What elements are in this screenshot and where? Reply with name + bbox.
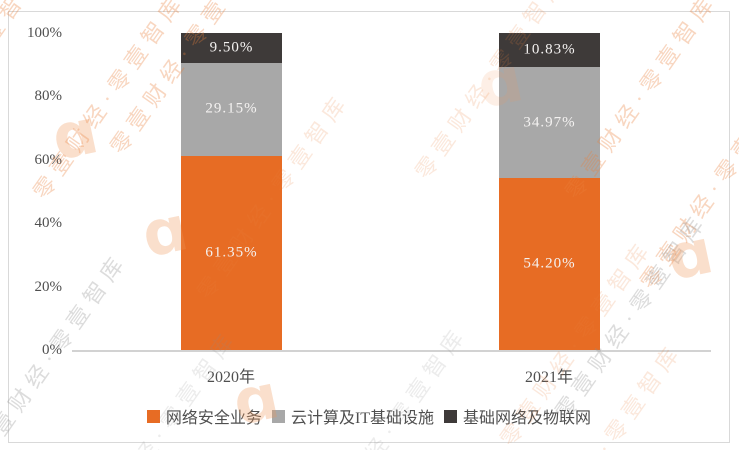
legend-label-basic-network-iot: 基础网络及物联网 bbox=[463, 410, 592, 427]
legend-swatch-network-security bbox=[146, 409, 160, 423]
legend-item-network-security: 网络安全业务 bbox=[146, 404, 262, 428]
y-axis-tick-label-0: 0% bbox=[42, 342, 62, 358]
bar-segment-cloud-it-infra-2021: 34.97% bbox=[499, 67, 600, 179]
segment-value-label: 54.20% bbox=[523, 255, 576, 272]
bar-segment-cloud-it-infra-2020: 29.15% bbox=[181, 63, 282, 156]
segment-value-label: 34.97% bbox=[523, 114, 576, 131]
y-axis-tick-label-40: 40% bbox=[34, 215, 63, 232]
bar-segment-basic-network-iot-2021: 10.83% bbox=[499, 33, 600, 68]
bar-segment-network-security-2021: 54.20% bbox=[499, 178, 600, 350]
legend-label-network-security: 网络安全业务 bbox=[165, 410, 262, 427]
chart-frame bbox=[8, 11, 730, 443]
legend-swatch-basic-network-iot bbox=[444, 409, 458, 423]
y-axis-tick-label-80: 80% bbox=[34, 88, 63, 105]
bar-segment-network-security-2020: 61.35% bbox=[181, 155, 282, 350]
bar-segment-basic-network-iot-2020: 9.50% bbox=[181, 33, 282, 64]
y-axis-tick-label-60: 60% bbox=[34, 151, 63, 168]
legend-swatch-cloud-it-infra bbox=[271, 409, 285, 423]
chart-legend: 网络安全业务 云计算及IT基础设施 基础网络及物联网 bbox=[8, 404, 730, 428]
y-axis-tick-label-100: 100% bbox=[27, 25, 62, 41]
y-axis-tick-label-20: 20% bbox=[34, 278, 63, 295]
segment-value-label: 29.15% bbox=[205, 100, 258, 117]
x-axis-label-2021: 2021年 bbox=[524, 369, 574, 386]
x-axis-label-2020: 2020年 bbox=[206, 369, 256, 386]
legend-item-cloud-it-infra: 云计算及IT基础设施 bbox=[271, 404, 435, 428]
x-axis-line bbox=[72, 350, 711, 352]
legend-label-cloud-it-infra: 云计算及IT基础设施 bbox=[290, 410, 435, 427]
segment-value-label: 9.50% bbox=[209, 39, 254, 56]
segment-value-label: 61.35% bbox=[205, 244, 258, 261]
legend-item-basic-network-iot: 基础网络及物联网 bbox=[444, 404, 591, 428]
segment-value-label: 10.83% bbox=[523, 41, 576, 58]
